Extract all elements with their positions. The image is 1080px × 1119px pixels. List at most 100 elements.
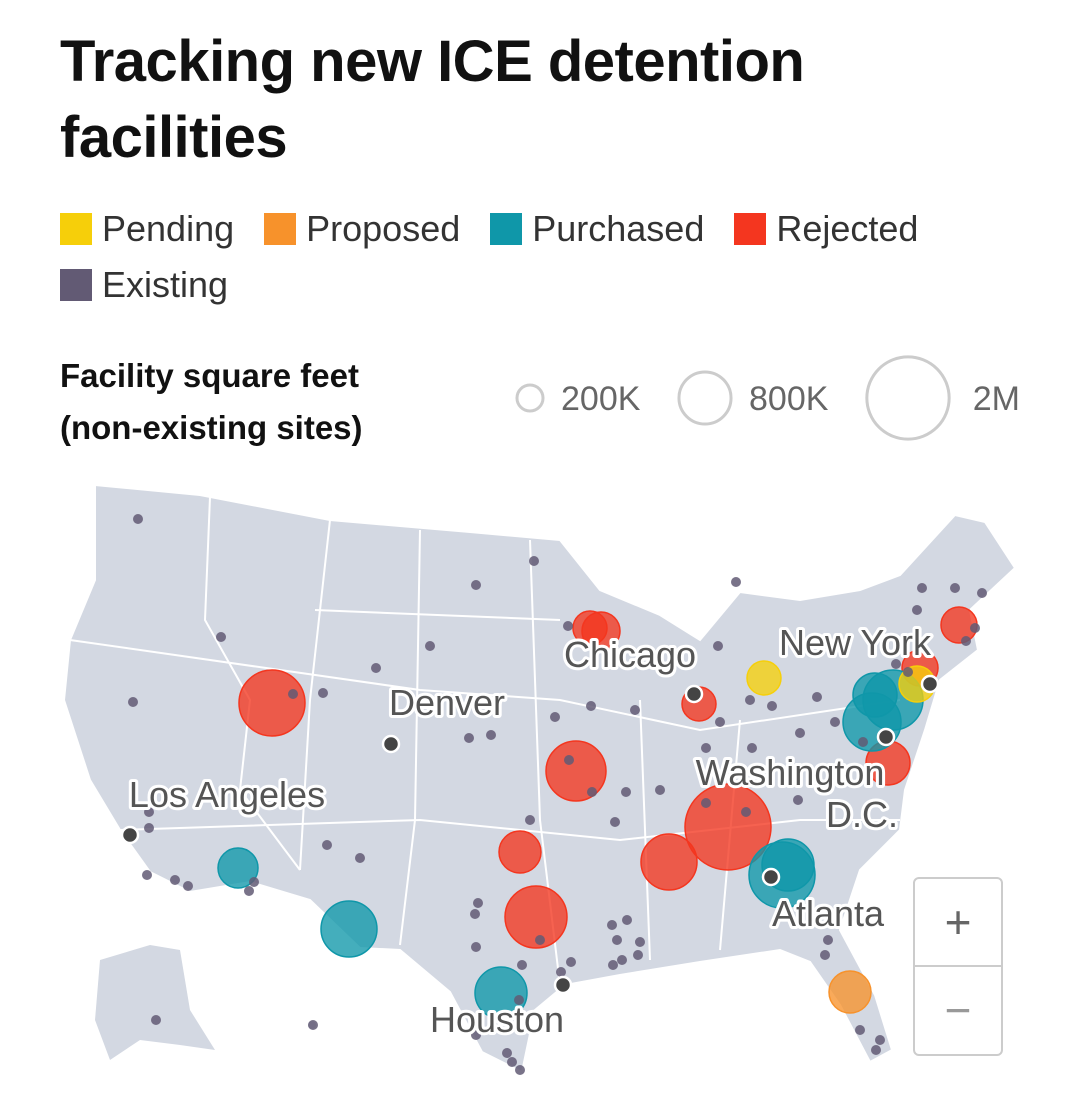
existing-facility	[612, 935, 622, 945]
facility-bubble	[901, 649, 939, 687]
existing-facility	[701, 743, 711, 753]
facility-bubble	[217, 847, 259, 889]
city-label: New York	[779, 622, 932, 663]
state-line	[299, 519, 331, 871]
existing-facility	[564, 755, 574, 765]
state-line	[314, 609, 561, 621]
state-line	[719, 719, 741, 951]
existing-facility	[507, 1057, 517, 1067]
city-marker	[876, 727, 896, 747]
state-line	[203, 496, 301, 871]
city-marker	[761, 867, 781, 887]
existing-facility	[216, 632, 226, 642]
facility-bubble	[581, 611, 621, 651]
city-label: Los Angeles	[129, 774, 325, 815]
existing-facility	[855, 1025, 865, 1035]
city-marker	[920, 674, 940, 694]
existing-facility	[617, 955, 627, 965]
city-label: Chicago	[564, 634, 696, 675]
hawaii	[308, 1021, 316, 1029]
legend-label: Purchased	[532, 208, 705, 249]
zoom-in[interactable]: +	[915, 879, 1001, 967]
city-label: D.C.	[826, 794, 898, 835]
size-legend-title-line: (non-existing sites)	[60, 409, 363, 446]
existing-facility	[470, 909, 480, 919]
facility-bubble	[498, 830, 542, 874]
existing-facility	[517, 960, 527, 970]
legend-label: Pending	[102, 208, 235, 249]
us-outline	[62, 483, 1017, 1074]
existing-facility	[142, 870, 152, 880]
zoom-out[interactable]: −	[944, 984, 972, 1036]
legend-item: Proposed	[264, 208, 461, 249]
existing-facility	[633, 950, 643, 960]
existing-facility	[502, 1048, 512, 1058]
existing-facility	[128, 697, 138, 707]
existing-facility	[587, 787, 597, 797]
existing-facility	[713, 641, 723, 651]
legend-label: Proposed	[306, 208, 461, 249]
facility-bubble	[940, 606, 978, 644]
facility-bubble	[862, 669, 924, 731]
city-marker	[684, 684, 704, 704]
legend: Pending Proposed Purchased Rejected Existing	[60, 208, 960, 305]
existing-facility	[823, 935, 833, 945]
existing-facility	[473, 898, 483, 908]
facility-bubble	[504, 885, 568, 949]
size-legend-title-line: Facility square feet	[60, 357, 359, 394]
city-labels: Chicago Denver Los Angeles New York Wash…	[126, 619, 935, 1043]
zoom-control: + −	[913, 877, 1003, 1056]
existing-facility	[793, 795, 803, 805]
existing-facility	[747, 743, 757, 753]
title: Tracking new ICE detention facilities	[60, 29, 805, 170]
existing-facility	[144, 823, 154, 833]
legend-swatch	[60, 269, 92, 301]
legend-swatch	[490, 213, 523, 245]
legend-label: Rejected	[776, 208, 919, 249]
existing-facility	[515, 1065, 525, 1075]
legend-swatch	[60, 213, 92, 245]
existing-facility	[563, 621, 573, 631]
existing-facility	[371, 663, 381, 673]
facility-bubble	[842, 692, 902, 752]
facility-bubble	[828, 970, 872, 1014]
existing-facility	[741, 807, 751, 817]
existing-facility	[621, 787, 631, 797]
facility-bubble	[865, 740, 911, 786]
facility-bubble	[238, 669, 306, 737]
state-lines	[69, 496, 901, 986]
existing-facility	[731, 577, 741, 587]
existing-facility	[144, 807, 154, 817]
existing-facility	[288, 689, 298, 699]
facility-bubble	[852, 672, 898, 718]
existing-facility	[425, 641, 435, 651]
existing-facility	[655, 785, 665, 795]
existing-facility	[961, 636, 971, 646]
existing-facility	[970, 623, 980, 633]
existing-facility	[535, 935, 545, 945]
existing-facility	[607, 920, 617, 930]
existing-facility	[635, 937, 645, 947]
facility-bubble	[748, 841, 816, 909]
size-legend-title: Facility square feet (non-existing sites…	[60, 350, 363, 454]
legend-item: Purchased	[490, 208, 705, 249]
alaska	[95, 945, 215, 1060]
existing-facility	[133, 514, 143, 524]
existing-facility	[525, 815, 535, 825]
existing-facility	[322, 840, 332, 850]
existing-facility	[917, 583, 927, 593]
facility-bubble	[898, 665, 936, 703]
existing-facility	[950, 583, 960, 593]
size-legend-circle	[677, 370, 733, 426]
legend-item: Rejected	[734, 208, 919, 249]
facility-bubble	[681, 686, 717, 722]
existing-facility	[308, 1020, 318, 1030]
city-marker	[381, 734, 401, 754]
existing-facility	[610, 817, 620, 827]
existing-facility	[355, 853, 365, 863]
size-legend-circle	[515, 383, 545, 413]
legend-swatch	[734, 213, 767, 245]
city-label: Denver	[389, 682, 505, 723]
city-label: Washington	[696, 752, 885, 793]
